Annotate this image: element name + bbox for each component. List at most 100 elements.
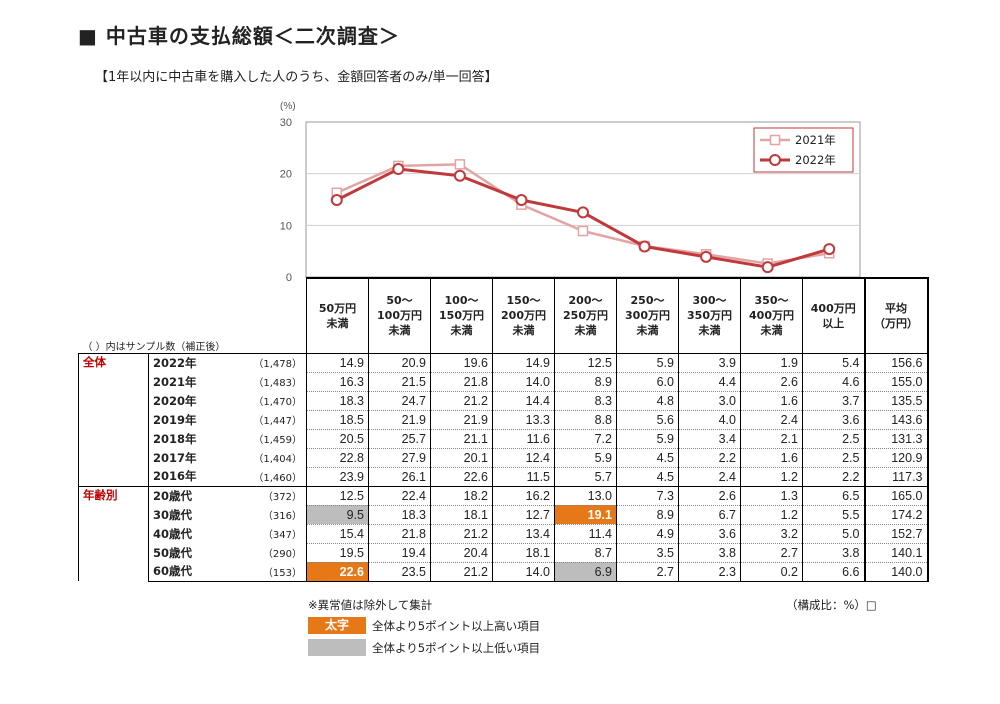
y-tick-label: 20 [280,169,292,181]
table-row: 2021年 （1,483） 16.3 21.5 21.8 14.0 8.9 6.0 4.4 2.6… [79,372,929,392]
value-cell: 26.1 [368,467,431,487]
legend-high-swatch: 太字 [308,617,366,634]
value-cell: 21.9 [430,410,493,430]
value-cell: 27.9 [368,448,431,468]
value-cell: 12.7 [492,505,555,525]
value-cell: 11.4 [554,524,617,544]
value-cell: 8.9 [554,372,617,392]
value-cell: 21.8 [368,524,431,544]
value-cell: 0.2 [740,562,803,582]
value-cell: 3.6 [802,410,865,430]
legend-box [753,127,854,173]
group-label: 全体 [78,352,149,486]
value-cell: 3.4 [678,429,741,449]
value-cell: 19.4 [368,543,431,563]
group-label: 年齢別 [78,485,149,581]
value-cell: 21.9 [368,410,431,430]
table-row: 2018年 （1,459） 20.5 25.7 21.1 11.6 7.2 5.9 3.4 2.1… [79,429,929,449]
value-cell: 22.6 [306,562,369,582]
column-header: 200〜 250万円 未満 [554,277,617,354]
line-chart: 0 10 20 30 (%) 2021年 2022年 [280,101,861,284]
value-cell: 21.1 [430,429,493,449]
row-label: 40歳代 [148,524,235,543]
sample-size: （372） [234,485,307,505]
value-cell: 8.3 [554,391,617,411]
value-cell: 20.4 [430,543,493,563]
value-cell: 15.4 [306,524,369,544]
value-cell: 14.9 [306,352,369,373]
sample-size: （1,460） [253,472,302,484]
average-cell: 165.0 [863,485,929,506]
value-cell: 9.5 [306,505,369,525]
table-row: 2017年 （1,404） 22.8 27.9 20.1 12.4 5.9 4.5 2.2 1.6… [79,448,929,468]
value-cell: 6.0 [616,372,679,392]
value-cell: 1.6 [740,391,803,411]
value-cell: 6.5 [802,485,865,506]
column-header: 250〜 300万円 未満 [616,277,679,354]
value-cell: 2.3 [678,562,741,582]
value-cell: 2.2 [802,467,865,487]
value-cell: 18.2 [430,485,493,506]
row-label: 2020年 [148,391,235,410]
column-header: 150〜 200万円 未満 [492,277,555,354]
value-cell: 21.5 [368,372,431,392]
value-cell: 8.7 [554,543,617,563]
value-cell: 2.6 [740,372,803,392]
value-cell: 21.2 [430,562,493,582]
data-point-2022 [761,261,774,274]
table-row: 全体 2022年 （1,478） 14.9 20.9 19.6 14.9 12.5 5.9 3.9… [78,352,929,486]
value-cell: 23.5 [368,562,431,582]
average-cell: 135.5 [863,391,929,411]
row-label: 2016年 [148,467,235,486]
value-cell: 18.1 [430,505,493,525]
value-cell: 20.1 [430,448,493,468]
value-cell: 14.4 [492,391,555,411]
data-point-2022 [515,194,528,207]
column-header: 350〜 400万円 未満 [740,277,803,354]
row-label: 2022年 [148,352,235,372]
row-label: 20歳代 [148,485,235,505]
value-cell: 2.5 [802,448,865,468]
legend-label: 2022年 [795,153,836,167]
y-tick-label: 30 [280,117,292,129]
value-cell: 5.9 [554,448,617,468]
value-cell: 2.7 [740,543,803,563]
row-label: 2019年 [148,410,235,429]
value-cell: 18.3 [306,391,369,411]
value-cell: 5.9 [616,429,679,449]
value-cell: 2.4 [740,410,803,430]
value-cell: 4.4 [678,372,741,392]
value-cell: 6.9 [554,562,617,582]
legend-low-text: 全体より5ポイント以上低い項目 [372,641,541,655]
table-row: 60歳代 （153） 22.6 23.5 21.2 14.0 6.9 2.7 2.3 0.2 6.6… [79,562,929,582]
average-cell: 120.9 [863,448,929,468]
value-cell: 1.9 [740,352,803,373]
column-header: 50万円 未満 [306,277,369,354]
value-cell: 5.6 [616,410,679,430]
sample-size: （153） [234,562,307,582]
value-cell: 19.5 [306,543,369,563]
value-cell: 13.4 [492,524,555,544]
value-cell: 3.7 [802,391,865,411]
value-cell: 12.4 [492,448,555,468]
value-cell: 5.9 [616,352,679,373]
sample-size: （1,483） [253,378,302,389]
value-cell: 20.5 [306,429,369,449]
value-cell: 2.5 [802,429,865,449]
row-label: 2017年 [148,448,235,467]
value-cell: 5.4 [802,352,865,373]
sample-size: （290） [262,549,302,560]
page-title: ■ 中古車の支払総額＜二次調査＞ [78,24,400,48]
data-point-2022 [700,250,713,263]
average-cell: 174.2 [863,505,929,525]
value-cell: 12.5 [554,352,617,373]
average-cell: 155.0 [863,372,929,392]
legend-label: 2021年 [795,133,836,147]
value-cell: 7.3 [616,485,679,506]
value-cell: 20.9 [368,352,431,373]
average-cell: 131.3 [863,429,929,449]
value-cell: 21.2 [430,524,493,544]
value-cell: 5.7 [554,467,617,487]
average-cell: 156.6 [863,352,929,373]
value-cell: 4.5 [616,467,679,487]
